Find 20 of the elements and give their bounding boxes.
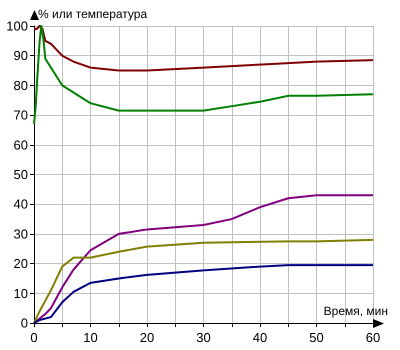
x-tick-label: 60 [366,330,380,345]
y-tick-label: 90 [14,48,28,64]
y-tick-label: 80 [14,78,28,93]
y-tick-label: 50 [14,167,28,182]
y-tick-label: 100 [6,18,28,34]
y-axis-title: % или температура [38,7,148,21]
x-tick-label: 30 [196,330,211,345]
x-axis-title: Время, мин [324,304,388,318]
y-tick-label: 70 [14,108,28,123]
x-tick-label: 40 [252,330,268,345]
y-tick-label: 10 [14,286,28,301]
y-tick-label: 0 [20,316,28,330]
y-tick-label: 20 [14,256,28,272]
x-tick-label: 10 [83,330,98,345]
x-tick-label: 50 [309,330,324,345]
y-tick-label: 40 [14,196,28,212]
x-tick-label: 0 [30,330,38,345]
y-tick-label: 30 [14,226,28,242]
y-tick-label: 60 [14,137,28,152]
x-tick-label: 20 [140,330,154,345]
